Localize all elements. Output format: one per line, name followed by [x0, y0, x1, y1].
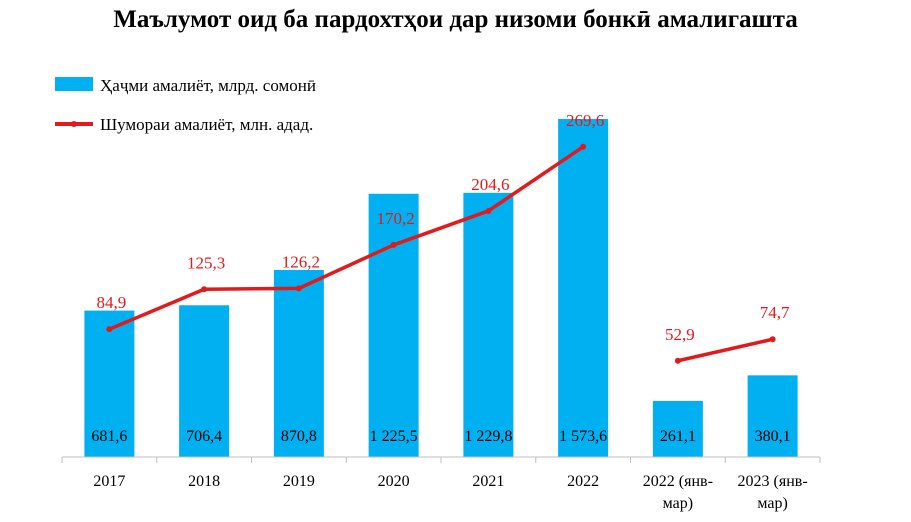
x-tick-label: 2018: [188, 473, 220, 490]
legend-label-bars: Ҳаҷми амалиёт, млрд. сомонӣ: [100, 76, 316, 95]
bar-series: 681,6 706,4 870,8 1 225,5 1 229,8 1 573,6 261,…: [84, 119, 798, 458]
line-point: [390, 241, 397, 248]
x-tick-label: 2022: [567, 473, 599, 490]
line-point: [769, 336, 776, 343]
bar-value-label: 261,1: [660, 428, 696, 445]
bar: [558, 119, 609, 457]
x-tick-label: 2023 (янв-мар): [738, 473, 808, 512]
line-segment: [677, 337, 774, 363]
line-series: 84,9 125,3 126,2 170,2 204,6 269,6 52,9 74,7: [97, 111, 790, 364]
bar: [84, 310, 135, 457]
bar-value-label: 1 573,6: [559, 428, 607, 445]
line-point: [295, 285, 302, 292]
line-value-label: 269,6: [566, 111, 604, 130]
x-tick-label: 2022 (янв-мар): [643, 473, 713, 512]
x-tick-label: 2019: [283, 473, 315, 490]
bar: [368, 193, 419, 457]
line-point: [201, 286, 208, 293]
line-value-label: 125,3: [187, 253, 225, 272]
line-segment: [108, 145, 585, 331]
line-value-label: 84,9: [97, 293, 127, 312]
line-point: [106, 326, 113, 333]
bar-value-label: 1 229,8: [464, 428, 512, 445]
legend-swatch-bars: [55, 77, 93, 91]
bar: [179, 305, 230, 457]
line-point: [580, 143, 587, 150]
line-value-label: 170,2: [377, 209, 415, 228]
legend: Ҳаҷми амалиёт, млрд. сомонӣ Шумораи амал…: [55, 76, 316, 134]
chart-title: Маълумот оид ба пардохтҳои дар низоми бо…: [113, 6, 798, 33]
bar-value-label: 870,8: [281, 428, 317, 445]
line-value-label: 204,6: [471, 175, 509, 194]
bar-value-label: 706,4: [186, 428, 222, 445]
bar-value-label: 1 225,5: [370, 428, 418, 445]
x-axis: 2017 2018 2019 2020 2021 2022 2022 (янв-мар) 20…: [61, 456, 821, 512]
bar: [652, 400, 703, 457]
x-tick-label: 2021: [472, 473, 504, 490]
line-value-label: 74,7: [760, 303, 790, 322]
bar: [273, 269, 324, 457]
legend-swatch-marker: [71, 121, 77, 127]
line-point: [485, 207, 492, 214]
x-tick-label: 2017: [93, 473, 125, 490]
line-value-label: 52,9: [665, 325, 695, 344]
bar: [463, 192, 514, 458]
line-value-label: 126,2: [282, 252, 320, 271]
line-point: [674, 357, 681, 364]
legend-label-line: Шумораи амалиёт, млн. адад.: [100, 115, 313, 134]
x-tick-label: 2020: [378, 473, 410, 490]
bar: [747, 375, 798, 457]
bar-value-label: 681,6: [91, 428, 127, 445]
bar-value-label: 380,1: [755, 428, 791, 445]
